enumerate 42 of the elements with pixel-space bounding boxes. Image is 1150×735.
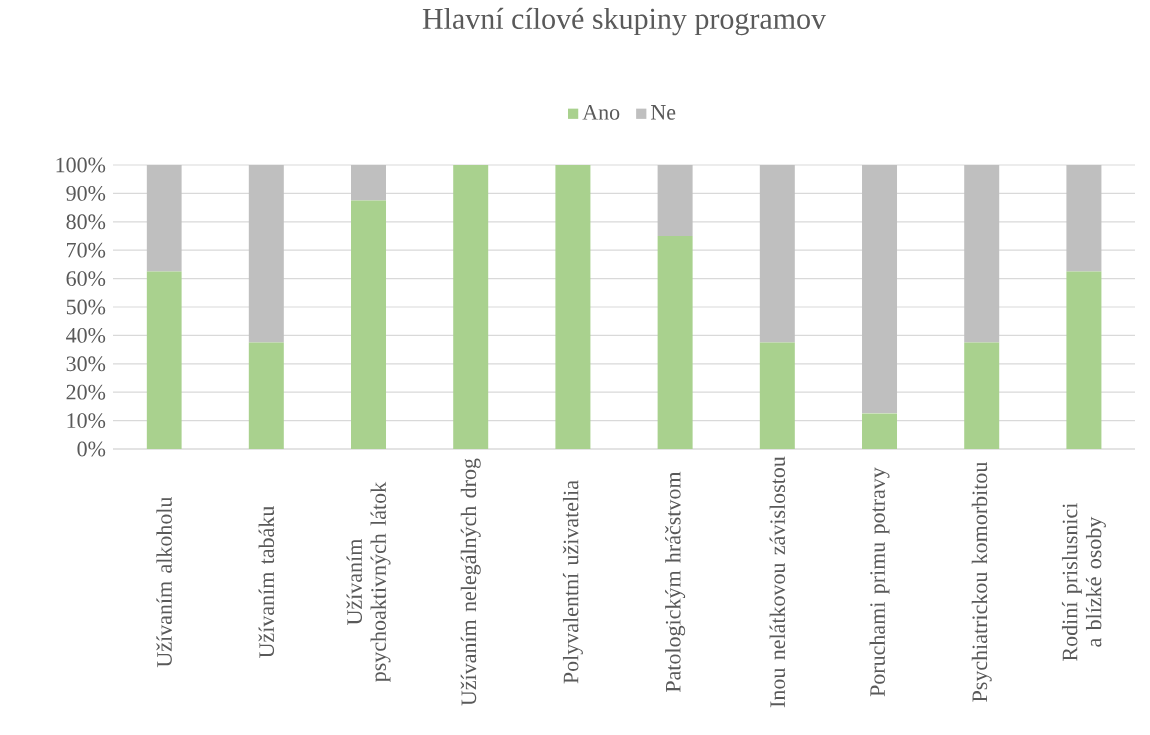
bar	[657, 165, 693, 236]
legend-label: Ne	[651, 105, 676, 120]
x-tick-label: Užívaním nelegálných drog	[460, 458, 481, 706]
bar	[657, 236, 693, 449]
x-tick-label: Psychiatrickou komorbitou	[971, 462, 992, 702]
y-tick-label: 100%	[56, 157, 106, 173]
bar	[862, 413, 898, 449]
y-tick-label: 30%	[66, 356, 106, 372]
y-tick-label: 80%	[66, 214, 106, 230]
bar	[1066, 165, 1102, 272]
y-tick-label: 50%	[66, 299, 106, 315]
chart-title: Hlavní cílové skupiny programov	[422, 7, 827, 36]
y-tick-label: 90%	[66, 185, 106, 201]
bar	[759, 165, 795, 343]
bar	[351, 165, 387, 201]
y-tick-label: 70%	[67, 242, 106, 258]
bar	[1066, 271, 1102, 449]
x-tick-label: Polyvalentní uživatelia	[562, 480, 583, 684]
bar	[759, 342, 795, 449]
y-tick-label: 10%	[67, 413, 106, 429]
y-tick-label: 0%	[77, 441, 106, 457]
x-tick-label: Užívaním psychoaktivných látok	[346, 481, 391, 682]
bar	[248, 342, 284, 449]
x-tick-label: Užívaním tabáku	[258, 506, 275, 658]
x-tick-label: Rodiní prislusnici a blízké osoby	[1061, 503, 1106, 661]
bar	[146, 271, 182, 449]
bar	[862, 165, 898, 414]
bar	[555, 165, 591, 449]
bar	[351, 200, 387, 449]
bar	[964, 342, 1000, 449]
x-tick-label: Patologickým hráčstvom	[665, 471, 686, 693]
x-tick-label: Užívaním alkoholu	[156, 496, 172, 668]
y-tick-label: 40%	[66, 327, 106, 343]
bar	[453, 165, 489, 449]
bar	[248, 165, 284, 343]
y-tick-label: 60%	[66, 271, 106, 287]
y-tick-label: 20%	[66, 384, 106, 400]
bar	[964, 165, 1000, 343]
bar	[146, 165, 182, 272]
x-tick-label: Inou nelátkovou závislostou	[769, 456, 786, 708]
legend-label: Ano	[582, 105, 620, 120]
x-tick-label: Poruchami primu potravy	[869, 467, 890, 697]
